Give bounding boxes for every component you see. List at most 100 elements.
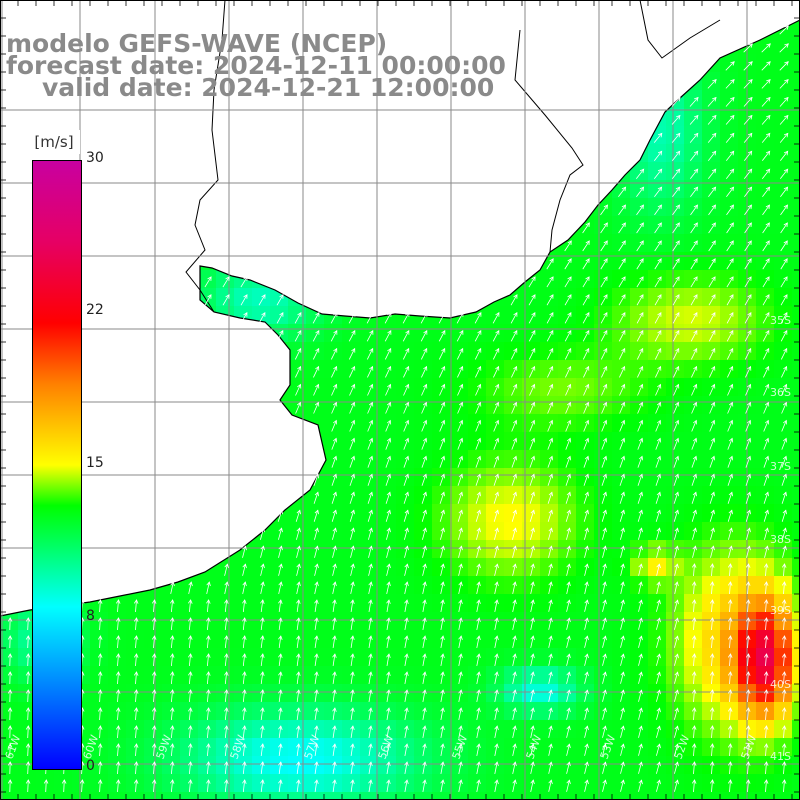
wind-speed-cell <box>216 702 235 721</box>
wind-arrow <box>565 384 571 396</box>
wind-arrow <box>707 97 717 107</box>
wind-arrow <box>690 312 698 324</box>
wind-arrow <box>27 635 29 649</box>
wind-arrow-head <box>728 455 734 461</box>
wind-arrow <box>711 671 713 685</box>
wind-speed-cell <box>306 522 325 541</box>
wind-speed-cell <box>162 630 181 649</box>
wind-arrow <box>476 546 480 558</box>
wind-speed-cell <box>612 396 631 415</box>
wind-arrow <box>638 528 642 540</box>
wind-arrow-head <box>422 455 428 461</box>
wind-speed-cell <box>486 666 505 685</box>
wind-arrow <box>296 636 300 648</box>
wind-speed-cell <box>756 144 775 163</box>
wind-arrow <box>27 653 29 667</box>
wind-arrow <box>528 330 536 342</box>
wind-speed-cell <box>342 720 361 739</box>
wind-arrow-head <box>638 473 643 479</box>
wind-arrow-head <box>584 419 590 425</box>
wind-speed-cell <box>702 216 721 235</box>
wind-arrow <box>224 653 228 667</box>
wind-arrow <box>584 744 588 756</box>
wind-arrow-head <box>530 635 535 641</box>
wind-arrow <box>511 474 517 486</box>
wind-speed-cell <box>486 576 505 595</box>
wind-speed-cell <box>180 630 199 649</box>
wind-arrow-head <box>603 329 608 335</box>
wind-arrow <box>189 689 191 703</box>
wind-speed-cell <box>108 756 127 775</box>
wind-arrow-head <box>675 276 680 281</box>
wind-speed-cell <box>234 792 253 800</box>
wind-arrow <box>386 780 390 792</box>
wind-speed-cell <box>702 126 721 145</box>
wind-arrow-head <box>530 707 535 713</box>
wind-speed-cell <box>792 162 800 181</box>
wind-arrow-head <box>728 401 734 407</box>
wind-arrow <box>117 653 119 667</box>
wind-arrow-head <box>584 527 589 533</box>
wind-speed-cell <box>702 612 721 631</box>
wind-speed-cell <box>648 630 667 649</box>
wind-arrow-head <box>368 473 373 479</box>
wind-arrow-head <box>476 455 482 461</box>
wind-arrow <box>153 779 155 793</box>
wind-speed-cell <box>684 144 703 163</box>
wind-speed-cell <box>576 414 595 433</box>
wind-arrow-head <box>368 617 373 623</box>
wind-arrow-head <box>602 707 607 713</box>
wind-arrow <box>691 402 697 414</box>
wind-arrow <box>709 402 715 414</box>
wind-arrow <box>189 617 191 631</box>
wind-speed-cell <box>630 630 649 649</box>
wind-arrow-head <box>585 258 590 263</box>
wind-arrow <box>511 420 517 432</box>
wind-speed-cell <box>432 414 451 433</box>
wind-arrow-head <box>621 329 626 335</box>
wind-speed-cell <box>612 576 631 595</box>
wind-speed-cell <box>630 234 649 253</box>
wind-arrow-head <box>620 779 625 785</box>
wind-speed-cell <box>198 756 217 775</box>
wind-arrow-head <box>350 437 356 443</box>
wind-speed-cell <box>576 666 595 685</box>
wind-arrow-head <box>476 617 481 623</box>
wind-arrow-head <box>350 581 355 587</box>
wind-arrow <box>601 438 607 450</box>
wind-speed-cell <box>774 666 793 685</box>
wind-speed-cell <box>792 720 800 739</box>
wind-arrow <box>566 600 570 612</box>
wind-arrow <box>332 744 336 756</box>
wind-arrow-head <box>621 204 626 210</box>
wind-arrow-head <box>350 671 355 676</box>
wind-speed-cell <box>378 396 397 415</box>
wind-arrow <box>638 582 642 594</box>
wind-arrow-head <box>350 563 355 569</box>
wind-arrow <box>332 546 336 558</box>
wind-arrow <box>564 258 572 270</box>
wind-arrow-head <box>728 437 734 443</box>
wind-arrow <box>117 617 119 631</box>
wind-arrow-head <box>333 365 338 371</box>
wind-speed-cell <box>522 666 541 685</box>
wind-speed-cell <box>432 792 451 800</box>
wind-speed-cell <box>360 450 379 469</box>
wind-arrow <box>458 600 462 612</box>
wind-arrow-head <box>747 311 752 317</box>
wind-arrow <box>422 636 426 648</box>
wind-arrow-head <box>531 383 536 389</box>
wind-arrow-head <box>476 707 481 713</box>
wind-arrow <box>476 672 480 684</box>
wind-speed-cell <box>378 774 397 793</box>
wind-arrow <box>743 97 753 107</box>
wind-arrow-head <box>405 365 410 371</box>
wind-speed-cell <box>702 774 721 793</box>
wind-arrow-head <box>783 294 788 299</box>
wind-speed-cell <box>342 522 361 541</box>
wind-speed-cell <box>576 684 595 703</box>
wind-speed-cell <box>648 180 667 199</box>
wind-speed-cell <box>288 738 307 757</box>
wind-arrow <box>763 510 769 522</box>
wind-arrow <box>638 600 642 612</box>
